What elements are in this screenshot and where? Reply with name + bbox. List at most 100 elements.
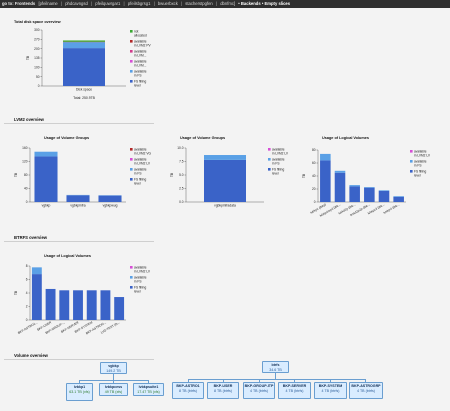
bar-segment xyxy=(73,290,83,320)
legend-label: level xyxy=(414,173,421,177)
x-tick-label: lvskpcl (tbk... xyxy=(383,202,401,214)
legend-swatch xyxy=(268,168,271,171)
legend-label: in LVM2 LV xyxy=(134,161,151,165)
node-size: 49 TB (xfs) xyxy=(104,389,123,394)
section-heading-btrfs: BTRFS overview xyxy=(14,235,48,240)
legend-swatch xyxy=(130,70,133,73)
node-name: BKP-SERVER xyxy=(282,384,307,388)
x-tick-label: vgbkp xyxy=(42,204,51,208)
volume-node-bkp-system[interactable]: BKP-SYSTEM 4 TB (btrfs) xyxy=(314,382,347,399)
bar-segment xyxy=(334,170,346,173)
y-tick-label: 2.5 xyxy=(179,187,184,191)
nav-link-2[interactable]: pfeilquwrgar1 xyxy=(95,1,121,6)
legend-label: FS filling xyxy=(134,285,146,289)
nav-link-6[interactable]: dbnfmc] xyxy=(220,1,236,6)
y-tick-label: 10.0 xyxy=(177,146,183,150)
legend-label: available xyxy=(134,147,147,151)
legend-label: FS filling xyxy=(134,177,146,181)
volume-node-bkp-server[interactable]: BKP-SERVER 4 TB (btrfs) xyxy=(278,382,311,399)
x-tick-label: Disk space xyxy=(76,88,92,92)
y-tick-label: 0 xyxy=(26,200,28,204)
tree-connector xyxy=(188,379,189,382)
volume-node-bkp-user[interactable]: BKP-USER 8 TB (btrfs) xyxy=(207,382,239,399)
node-size: 63.1 TB (xfs) xyxy=(69,389,90,394)
node-size: 149.2 TB xyxy=(106,368,121,373)
volume-groups-chart-2: 10.0 7.5 5.0 2.5 0.0 TB vgbkpinfradata availabl… xyxy=(170,146,289,207)
legend-label: in FS xyxy=(134,279,141,283)
volume-node-bkp-astro1[interactable]: BKP-ASTRO1 8 TB (btrfs) xyxy=(172,382,204,399)
node-name: BKP-USER xyxy=(213,384,233,388)
node-name: btrfs xyxy=(271,363,280,367)
y-tick-label: 40 xyxy=(24,187,28,191)
nav-separator: | xyxy=(215,1,218,6)
legend-label: level xyxy=(134,289,141,293)
legend-swatch xyxy=(130,178,133,181)
nav-link-5[interactable]: stacherstpgfen xyxy=(185,1,213,6)
volume-node-vgbkp[interactable]: vgbkp 149.2 TB xyxy=(100,362,127,374)
volume-node-lvbkp1[interactable]: lvbkp1 63.1 TB (xfs) xyxy=(66,383,93,401)
legend-label: in LVM2 VG xyxy=(134,151,151,155)
breadcrumb: • Backends • Empty slices xyxy=(238,1,291,6)
chart-title-lv2: Usage of Logical Volumes xyxy=(44,254,91,258)
tree-connector xyxy=(275,373,276,379)
legend-label: not xyxy=(134,29,139,33)
volume-node-bkp-astrogrp[interactable]: BKP-ASTROGRP 4 TB (btrfs) xyxy=(349,382,383,399)
bar-segment xyxy=(59,290,70,320)
x-tick-label: BKP-ASTRO1... xyxy=(17,320,38,335)
nav-link-0[interactable]: [pfeilname xyxy=(38,1,58,6)
bar-segment xyxy=(34,156,58,202)
nav-link-1[interactable]: phdcavngsd xyxy=(65,1,88,6)
legend-swatch xyxy=(130,148,133,151)
bar-segment xyxy=(320,153,331,161)
tree-connector xyxy=(294,379,295,382)
tree-connector xyxy=(79,380,80,383)
legend-label: in LVM2 LV xyxy=(134,269,151,273)
y-tick-label: 0 xyxy=(38,84,40,88)
node-size: 4 TB (btrfs) xyxy=(250,388,268,393)
bar-segment xyxy=(364,187,375,202)
nav-separator: | xyxy=(153,1,155,6)
y-tick-label: 0 xyxy=(314,200,316,204)
nav-link-4[interactable]: bwuerbxck xyxy=(157,1,178,6)
node-size: 8 TB (btrfs) xyxy=(214,388,232,393)
node-name: lvbkp1 xyxy=(73,385,86,389)
legend-swatch xyxy=(130,266,133,269)
bar-segment xyxy=(66,195,90,202)
legend-swatch xyxy=(130,50,133,53)
bar-segment xyxy=(31,267,42,275)
nav-link-3[interactable]: pfeilsbgrsg1 xyxy=(127,1,151,6)
volume-node-btrfs[interactable]: btrfs 34.6 TB xyxy=(262,361,289,373)
chart-title-total: Total disk space overview xyxy=(14,20,61,24)
legend-label: FS filling xyxy=(272,167,284,171)
legend-label: in FS xyxy=(134,171,141,175)
node-name: lvbkpsuite1 xyxy=(138,385,159,389)
y-tick-label: 60 xyxy=(312,161,316,165)
y-tick-label: 120 xyxy=(22,160,28,164)
volume-node-lvbkpsuite1[interactable]: lvbkpsuite1 17.47 TB (xfs) xyxy=(133,383,164,396)
tree-connector xyxy=(148,380,149,383)
y-tick-label: 4 xyxy=(26,291,28,295)
section-divider xyxy=(4,241,154,242)
bar-segment xyxy=(100,290,111,320)
y-tick-label: 5.0 xyxy=(179,173,184,177)
volume-node-bkp-group-itp[interactable]: BKP-GROUP-ITP 4 TB (btrfs) xyxy=(243,382,275,399)
legend-label: FS filling xyxy=(134,79,146,83)
nav-separator: | xyxy=(90,1,93,6)
chart-title-lv1: Usage of Logical Volumes xyxy=(322,136,369,140)
node-size: 17.47 TB (xfs) xyxy=(137,389,160,394)
node-size: 4 TB (btrfs) xyxy=(321,388,340,393)
tree-connector xyxy=(223,379,224,382)
node-name: lvbkpcess xyxy=(104,385,123,389)
x-tick-label: BKP-USER xyxy=(36,320,52,332)
legend-label: available xyxy=(414,159,427,163)
nav-separator: | xyxy=(60,1,63,6)
section-heading-volume: Volume overview xyxy=(14,353,48,358)
volume-node-lvbkpcess[interactable]: lvbkpcess 49 TB (xfs) xyxy=(99,383,128,396)
bar-segment xyxy=(114,297,125,320)
tree-connector xyxy=(365,379,366,382)
node-size: 8 TB (btrfs) xyxy=(179,388,197,393)
tree-connector xyxy=(259,379,260,382)
legend-label: available xyxy=(414,149,427,153)
y-tick-label: 80 xyxy=(312,148,316,152)
